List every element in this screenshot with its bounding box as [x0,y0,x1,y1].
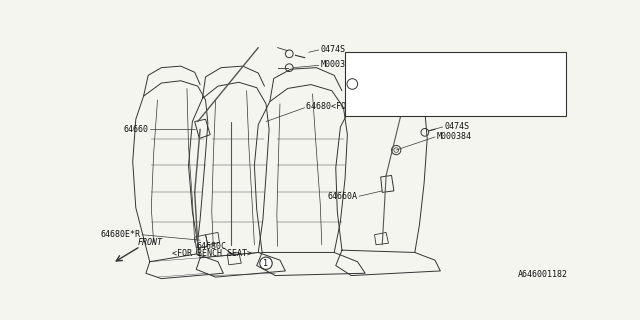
Text: 0474S: 0474S [444,122,469,131]
Circle shape [260,257,272,269]
Text: 64680<FOR BENCH SEAT>: 64680<FOR BENCH SEAT> [307,102,412,111]
Text: 1: 1 [350,79,355,89]
Text: <'19MY-'20MY>: <'19MY-'20MY> [486,79,546,89]
Circle shape [347,79,358,89]
Text: M000384: M000384 [320,60,355,69]
Text: 64680E*L: 64680E*L [362,101,399,110]
Text: 64680E*R: 64680E*R [100,230,140,239]
Text: FRONT: FRONT [138,238,163,247]
Text: A646001182: A646001182 [518,270,568,279]
Text: <FOR BENCH SEAT>: <FOR BENCH SEAT> [172,250,252,259]
Text: <'21MY-         >: <'21MY- > [486,101,564,110]
Text: 64660: 64660 [123,125,148,134]
Text: 0474S: 0474S [320,45,345,54]
Text: 64680C: 64680C [196,242,227,251]
Text: 1: 1 [264,259,269,268]
Text: CAPTAIN SEAT: CAPTAIN SEAT [417,79,473,89]
Bar [346,52,566,116]
Text: 64680E*R: 64680E*R [362,79,399,89]
Text: M000384: M000384 [436,132,472,141]
Text: 64660A: 64660A [328,192,358,201]
Text: 64680E*L: 64680E*L [362,58,399,67]
Text: CAPTAIN SEAT: CAPTAIN SEAT [417,101,473,110]
Text: BENCH SEAT: BENCH SEAT [417,58,464,67]
